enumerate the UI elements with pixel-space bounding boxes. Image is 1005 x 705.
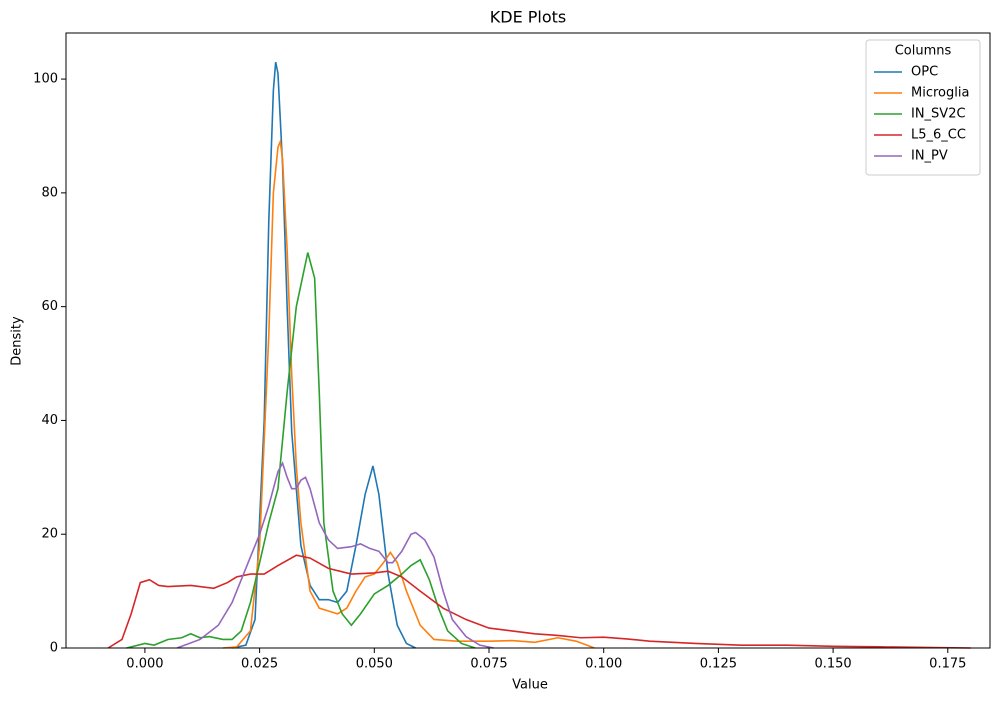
series-line [107,554,971,649]
y-tick-label: 20 [41,527,58,542]
legend-box [865,39,981,176]
y-axis-label: Density [10,316,25,366]
x-tick-label: 0.050 [356,657,393,672]
series-line [126,252,476,649]
legend-label: OPC [911,65,938,80]
y-tick-label: 100 [33,72,58,87]
x-axis-label: Value [512,678,548,693]
legend-label: Microglia [911,86,969,101]
x-tick-label: 0.100 [585,657,622,672]
y-tick-label: 60 [41,299,58,314]
legend-label: IN_SV2C [911,107,966,122]
x-tick-label: 0.125 [700,657,737,672]
chart-title: KDE Plots [490,8,567,27]
series-line [176,461,494,649]
plot-frame [65,32,991,649]
y-tick-label: 40 [41,413,58,428]
y-tick-label: 0 [50,641,58,656]
legend-label: IN_PV [911,149,948,164]
y-tick-label: 80 [41,185,58,200]
x-tick-label: 0.175 [929,657,966,672]
x-tick-label: 0.025 [241,657,278,672]
x-tick-label: 0.150 [814,657,851,672]
x-tick-label: 0.075 [470,657,507,672]
x-tick-label: 0.000 [126,657,163,672]
legend-label: L5_6_CC [911,128,966,143]
legend-title: Columns [895,44,952,59]
